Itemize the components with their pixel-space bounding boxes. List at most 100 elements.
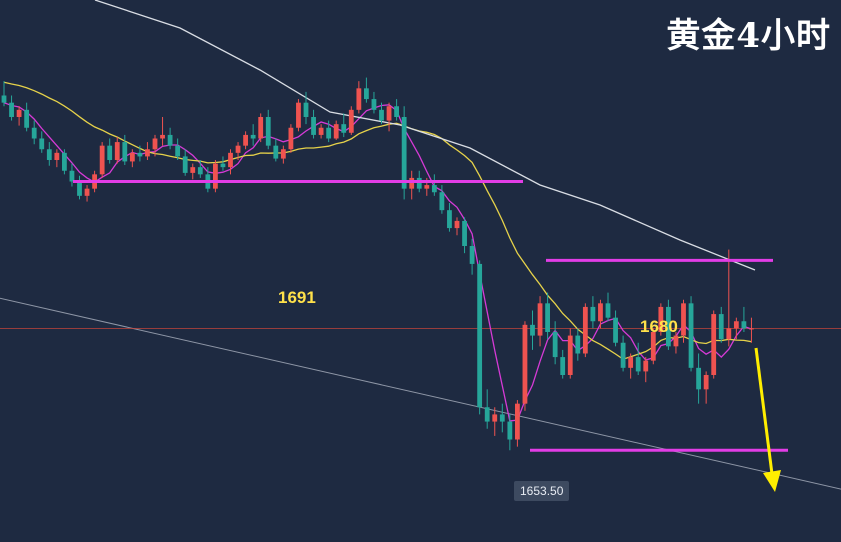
candle-body bbox=[620, 342, 626, 368]
candle-body bbox=[582, 306, 588, 354]
candle-body bbox=[197, 167, 203, 175]
candle-body bbox=[673, 335, 679, 347]
candle-body bbox=[394, 106, 399, 117]
arrow-head bbox=[763, 470, 781, 492]
candle bbox=[688, 296, 694, 372]
candle bbox=[492, 407, 498, 436]
candle-body bbox=[416, 177, 422, 189]
candle-body bbox=[454, 220, 460, 229]
candle-body bbox=[711, 314, 717, 375]
candle bbox=[605, 292, 611, 322]
candle-body bbox=[31, 127, 37, 139]
candle-body bbox=[228, 152, 233, 168]
candle-body bbox=[666, 306, 671, 347]
candle bbox=[9, 95, 14, 121]
candle bbox=[213, 160, 218, 193]
candle bbox=[288, 124, 294, 153]
candle-body bbox=[605, 303, 611, 318]
candle bbox=[462, 217, 467, 254]
candle-body bbox=[386, 106, 392, 121]
candle bbox=[364, 77, 369, 103]
candle bbox=[333, 120, 339, 140]
candle-body bbox=[311, 117, 316, 135]
candle bbox=[258, 113, 264, 143]
candle bbox=[182, 149, 188, 176]
ma-mid-line bbox=[3, 81, 752, 360]
candle-body bbox=[250, 134, 256, 139]
candle-body bbox=[114, 142, 120, 160]
candle-body bbox=[681, 303, 686, 336]
candle-body bbox=[16, 109, 22, 117]
candle-body bbox=[84, 188, 90, 196]
candle bbox=[243, 131, 248, 150]
candle-body bbox=[333, 124, 339, 139]
candle bbox=[582, 303, 588, 358]
candle bbox=[228, 149, 233, 175]
candle bbox=[620, 335, 626, 372]
candle-body bbox=[590, 306, 596, 322]
candle-body bbox=[545, 303, 550, 332]
candle bbox=[681, 299, 686, 343]
candle-body bbox=[522, 324, 528, 404]
candle bbox=[628, 353, 634, 379]
candle-body bbox=[258, 117, 264, 139]
candle bbox=[552, 321, 558, 365]
candle bbox=[477, 260, 483, 415]
candle bbox=[733, 317, 739, 340]
candle-body bbox=[9, 102, 14, 117]
candle-body bbox=[643, 360, 649, 372]
candle bbox=[197, 160, 203, 178]
candle bbox=[250, 124, 256, 146]
candle bbox=[356, 81, 362, 114]
candle-body bbox=[99, 145, 105, 175]
candle bbox=[46, 142, 52, 166]
candle bbox=[62, 149, 67, 175]
candle-body bbox=[326, 127, 332, 139]
candle-body bbox=[280, 149, 286, 159]
candle-body bbox=[379, 109, 384, 121]
candle-body bbox=[129, 152, 135, 162]
candle-body bbox=[371, 99, 377, 110]
candle bbox=[394, 99, 399, 121]
ma-fast-line bbox=[3, 102, 752, 422]
candle bbox=[658, 303, 664, 336]
candle bbox=[190, 163, 196, 180]
candle-body bbox=[613, 317, 618, 343]
candle-body bbox=[62, 152, 67, 171]
candle-body bbox=[190, 167, 196, 173]
candle bbox=[613, 310, 618, 347]
candle-body bbox=[431, 185, 437, 193]
candle bbox=[99, 142, 105, 178]
candle bbox=[545, 292, 550, 340]
candle-body bbox=[341, 124, 347, 133]
candle bbox=[303, 91, 309, 125]
candle-body bbox=[749, 328, 754, 330]
candle-body bbox=[303, 102, 309, 117]
candle-body bbox=[598, 303, 603, 322]
candle bbox=[318, 124, 324, 139]
candle-body bbox=[628, 357, 634, 368]
candle bbox=[69, 163, 75, 187]
candle bbox=[749, 317, 754, 343]
candle-body bbox=[401, 117, 407, 189]
candle bbox=[137, 145, 143, 162]
candle bbox=[401, 106, 407, 200]
candle bbox=[129, 149, 135, 168]
candle-body bbox=[477, 263, 483, 408]
candle bbox=[348, 106, 354, 135]
candle-body bbox=[137, 152, 143, 157]
candle bbox=[39, 131, 45, 153]
candle-body bbox=[213, 163, 218, 189]
candle-body bbox=[492, 414, 498, 422]
candle-body bbox=[515, 403, 520, 440]
candle-body bbox=[537, 303, 543, 336]
candle bbox=[54, 149, 60, 168]
level-label-1691: 1691 bbox=[278, 288, 316, 307]
candle bbox=[530, 310, 535, 350]
candle bbox=[726, 249, 732, 347]
candle-body bbox=[575, 335, 581, 354]
candle-body bbox=[439, 192, 445, 211]
candle bbox=[235, 142, 241, 160]
candle-body bbox=[160, 134, 165, 139]
